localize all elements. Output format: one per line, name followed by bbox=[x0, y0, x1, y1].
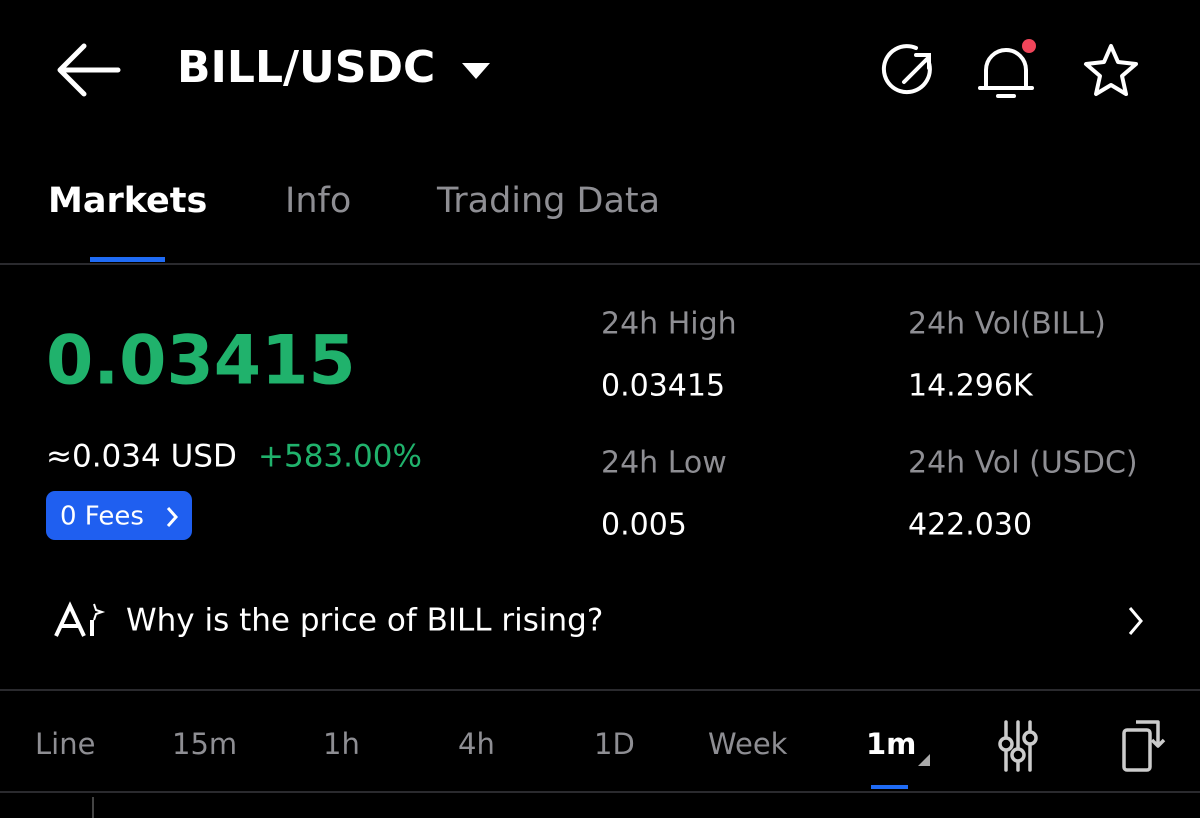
insight-banner[interactable]: Why is the price of BILL rising? bbox=[126, 603, 603, 639]
stat-label: 24h High bbox=[601, 307, 737, 342]
stat-value: 422.030 bbox=[908, 508, 1032, 543]
interval-tab[interactable]: 4h bbox=[458, 727, 495, 761]
divider bbox=[0, 689, 1200, 691]
divider bbox=[0, 791, 1200, 793]
pair-dropdown[interactable] bbox=[462, 63, 490, 79]
pair-title[interactable]: BILL/USDC bbox=[177, 42, 435, 93]
interval-tab[interactable]: Line bbox=[35, 727, 95, 761]
interval-tab[interactable]: 15m bbox=[172, 727, 237, 761]
stat-label: 24h Vol (USDC) bbox=[908, 446, 1138, 481]
tab[interactable]: Trading Data bbox=[436, 181, 660, 221]
banner-chevron[interactable] bbox=[1128, 607, 1143, 635]
fees-label[interactable]: 0 Fees bbox=[60, 502, 144, 532]
tab-indicator bbox=[90, 257, 165, 262]
back-button[interactable] bbox=[57, 43, 121, 97]
interval-tab[interactable]: Week bbox=[708, 727, 788, 761]
stat-value: 0.03415 bbox=[601, 369, 725, 404]
favorite-button[interactable] bbox=[1084, 44, 1138, 96]
stat-label: 24h Low bbox=[601, 446, 727, 481]
interval-indicator bbox=[871, 785, 908, 789]
price-change: +583.00% bbox=[258, 439, 422, 475]
fees-button[interactable]: 0 Fees bbox=[46, 491, 192, 540]
last-price: 0.03415 bbox=[46, 322, 356, 401]
stat-value: 14.296K bbox=[908, 369, 1034, 404]
interval-tab[interactable]: 1h bbox=[323, 727, 360, 761]
divider bbox=[0, 263, 1200, 265]
interval-tab[interactable]: 1m bbox=[866, 727, 916, 761]
interval-tab[interactable]: 1D bbox=[594, 727, 635, 761]
stat-value: 0.005 bbox=[601, 508, 687, 543]
share-button[interactable] bbox=[881, 44, 932, 95]
interval-dropdown[interactable] bbox=[918, 754, 930, 766]
chart-axis bbox=[92, 797, 94, 818]
layout-toggle[interactable] bbox=[1122, 720, 1166, 772]
stat-label: 24h Vol(BILL) bbox=[908, 307, 1106, 342]
indicator-settings[interactable] bbox=[998, 720, 1038, 772]
ai-icon bbox=[54, 601, 106, 637]
usd-price: ≈0.034 USD bbox=[46, 439, 237, 475]
alert-button[interactable] bbox=[978, 39, 1036, 98]
tab[interactable]: Markets bbox=[48, 181, 207, 221]
tab[interactable]: Info bbox=[285, 181, 351, 221]
